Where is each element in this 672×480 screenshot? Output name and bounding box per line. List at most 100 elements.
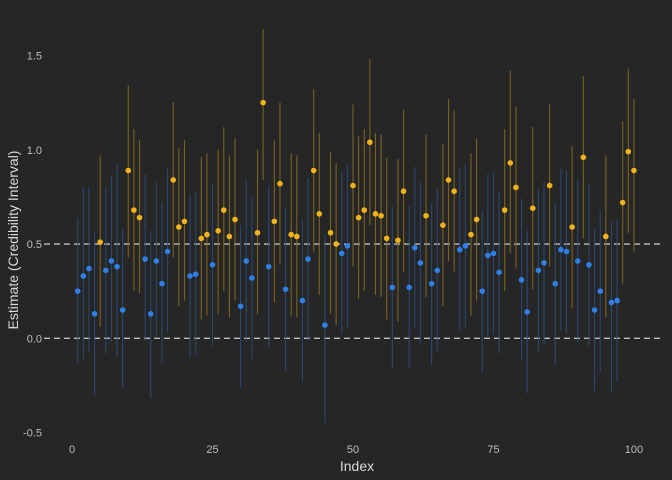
point-66	[440, 222, 446, 228]
x-tick-label: 50	[347, 444, 359, 456]
point-8	[114, 263, 120, 270]
point-58	[395, 237, 401, 244]
point-18	[170, 177, 177, 183]
y-tick-label: 0.0	[27, 333, 42, 345]
point-75	[490, 250, 497, 257]
y-tick-label: 0.5	[27, 239, 42, 251]
point-81	[524, 309, 530, 315]
point-70	[462, 243, 469, 249]
estimate-points	[74, 99, 637, 328]
point-35	[265, 263, 272, 270]
point-42	[305, 256, 311, 262]
point-14	[147, 310, 154, 317]
point-52	[361, 207, 368, 213]
point-63	[423, 212, 429, 219]
point-17	[164, 248, 171, 255]
point-19	[176, 224, 182, 230]
point-51	[355, 214, 362, 221]
point-26	[215, 228, 221, 234]
point-86	[552, 280, 559, 287]
point-59	[400, 188, 407, 195]
point-49	[344, 243, 351, 249]
point-61	[412, 244, 418, 251]
point-94	[597, 288, 603, 294]
point-9	[119, 307, 126, 313]
point-54	[372, 211, 379, 217]
point-83	[535, 267, 542, 274]
point-2	[80, 273, 87, 279]
point-89	[569, 224, 575, 230]
point-44	[316, 211, 323, 217]
point-100	[631, 167, 637, 174]
point-24	[204, 231, 210, 238]
point-64	[428, 280, 435, 287]
point-98	[619, 199, 626, 206]
point-25	[209, 261, 216, 268]
point-43	[310, 167, 317, 174]
point-13	[142, 256, 148, 262]
point-76	[496, 269, 502, 276]
point-67	[445, 177, 452, 183]
point-93	[591, 307, 598, 313]
point-50	[350, 182, 356, 189]
point-37	[277, 180, 283, 187]
point-46	[327, 229, 334, 236]
x-tick-label: 100	[625, 444, 643, 456]
point-90	[574, 258, 581, 264]
point-73	[479, 288, 486, 294]
point-96	[608, 299, 615, 306]
y-axis-ticks: -0.5 0.0 0.5 1.0 1.5	[23, 50, 42, 439]
point-3	[86, 265, 92, 272]
point-99	[625, 148, 632, 155]
point-48	[338, 250, 345, 257]
y-axis-title: Estimate (Credibility Interval)	[5, 151, 21, 330]
point-56	[383, 235, 390, 242]
point-12	[136, 214, 143, 221]
point-87	[558, 246, 564, 253]
point-88	[563, 248, 570, 255]
point-45	[322, 322, 328, 328]
y-tick-label: 1.5	[27, 50, 42, 62]
point-7	[108, 258, 115, 264]
point-41	[299, 297, 306, 304]
point-23	[198, 235, 205, 242]
point-39	[288, 231, 295, 238]
point-33	[254, 229, 261, 236]
point-31	[243, 258, 250, 264]
point-34	[260, 99, 266, 106]
point-80	[518, 277, 525, 283]
point-22	[192, 271, 199, 277]
point-78	[507, 160, 514, 166]
x-axis-title: Index	[340, 458, 374, 474]
point-10	[125, 167, 132, 174]
point-36	[271, 218, 278, 225]
point-84	[541, 260, 547, 266]
point-20	[181, 218, 188, 225]
point-95	[603, 233, 609, 240]
point-85	[546, 182, 553, 189]
point-16	[159, 280, 165, 287]
point-40	[294, 233, 300, 240]
point-11	[131, 207, 137, 213]
point-82	[529, 205, 536, 212]
point-47	[333, 241, 339, 247]
point-97	[614, 297, 620, 304]
point-53	[367, 139, 373, 146]
point-69	[456, 246, 463, 253]
point-62	[417, 260, 424, 266]
point-65	[434, 267, 441, 274]
point-5	[97, 239, 103, 245]
point-6	[103, 267, 109, 274]
point-28	[226, 233, 233, 240]
point-57	[389, 284, 396, 291]
point-32	[249, 275, 255, 281]
x-tick-label: 0	[69, 444, 75, 456]
point-4	[91, 310, 98, 317]
point-55	[378, 212, 384, 219]
point-27	[220, 207, 227, 213]
x-tick-label: 75	[487, 444, 499, 456]
point-91	[580, 154, 587, 161]
point-68	[451, 188, 457, 195]
point-74	[485, 252, 491, 259]
x-tick-label: 25	[206, 444, 218, 456]
